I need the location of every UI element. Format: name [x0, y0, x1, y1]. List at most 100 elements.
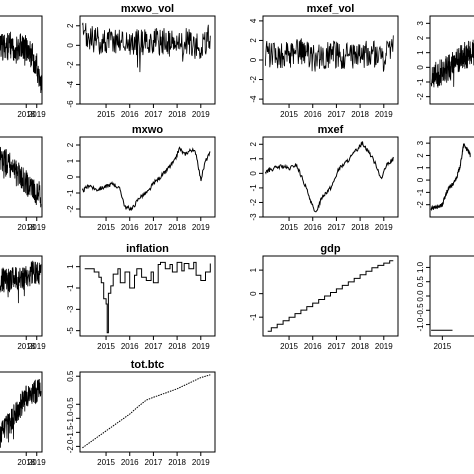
y-tick-label: 1: [249, 267, 258, 272]
y-tick-label: 0: [66, 174, 75, 179]
chart-title: gdp: [320, 243, 340, 255]
y-tick-label: 2: [249, 38, 258, 43]
x-tick-label: 2019: [28, 110, 46, 119]
y-tick-label: -2: [66, 61, 75, 69]
y-tick-label: 1: [66, 158, 75, 163]
y-tick-label: -4: [66, 80, 75, 88]
y-tick-label: 2: [249, 141, 258, 146]
y-tick-label: -1: [416, 188, 425, 196]
x-tick-label: 2017: [328, 223, 346, 232]
y-tick-label: 0.5: [416, 276, 425, 288]
x-tick-label: 2017: [145, 223, 163, 232]
y-tick-label: 0: [416, 65, 425, 70]
x-tick-label: 2018: [17, 110, 35, 119]
panel-c31: tot.btc 2015 2016 2017 2018 2019 0.5 -0.5-1.0-1…: [66, 359, 216, 467]
x-tick-label: 2015: [280, 223, 298, 232]
plot-frame: [262, 136, 399, 218]
x-tick-label: 2019: [192, 458, 210, 467]
series-line: [430, 143, 471, 212]
x-tick-label: 2016: [121, 223, 139, 232]
x-tick-label: 2017: [145, 110, 163, 119]
x-tick-label: 2019: [28, 223, 46, 232]
y-tick-label: 0.5: [66, 370, 75, 382]
panel-c12: mxef 2015 2016 2017 2018 2019 2 1 0 -1 -2 -3: [249, 124, 399, 232]
plot-frame: [0, 255, 43, 337]
x-tick-label: 2018: [17, 458, 35, 467]
x-tick-label: 2019: [28, 342, 46, 351]
panel-c21: inflation 2015 2016 2017 2018 2019 1 -1 -3 -5: [66, 243, 216, 351]
x-tick-label: 2016: [304, 110, 322, 119]
plot-frame: [79, 255, 216, 337]
x-tick-label: 2017: [145, 458, 163, 467]
chart-title: mxef_vol: [307, 3, 355, 15]
x-tick-label: 2018: [168, 342, 186, 351]
chart-title: inflation: [126, 243, 169, 255]
y-tick-label: -3: [66, 305, 75, 313]
x-tick-label: 2015: [97, 223, 115, 232]
panel-c01: mxwo_vol 2015 2016 2017 2018 2019 2 0 -2 -4 -6: [66, 3, 216, 119]
y-tick-label: 0: [249, 57, 258, 62]
x-tick-label: 2016: [304, 223, 322, 232]
x-tick-label: 2018: [351, 110, 369, 119]
series-line: [84, 261, 211, 334]
series-line: [0, 260, 42, 304]
x-tick-label: 2015: [97, 342, 115, 351]
x-tick-label: 2018: [351, 342, 369, 351]
series-line: [265, 35, 394, 72]
panel-c11: mxwo 2015 2016 2017 2018 2019 2 1 0 -1 -2: [66, 124, 216, 232]
x-tick-label: 2018: [168, 223, 186, 232]
plot-frame: [0, 371, 43, 453]
chart-title: mxef: [318, 124, 344, 136]
x-tick-label: 2019: [375, 110, 393, 119]
panel-c13: 3 2 1 0 -1 -2: [416, 136, 474, 218]
y-tick-label: -1: [66, 189, 75, 197]
y-tick-label: 0: [249, 291, 258, 296]
series-line: [0, 378, 42, 448]
x-tick-label: 2019: [375, 342, 393, 351]
y-tick-label: 3: [416, 21, 425, 26]
x-tick-label: 2015: [280, 110, 298, 119]
x-tick-label: 2015: [97, 458, 115, 467]
x-tick-label: 2015: [280, 342, 298, 351]
y-tick-label: -3: [249, 213, 258, 221]
y-tick-label: -1: [249, 313, 258, 321]
x-tick-label: 2019: [192, 223, 210, 232]
panel-c22: gdp 2015 2016 2017 2018 2019 1 0 -1: [249, 243, 399, 351]
y-tick-label: -2: [66, 205, 75, 213]
y-tick-label: -2: [416, 93, 425, 101]
y-tick-label: -4: [249, 95, 258, 103]
series-line: [82, 22, 211, 73]
x-tick-label: 2017: [145, 342, 163, 351]
series-line: [0, 146, 42, 208]
y-tick-label: 4: [249, 18, 258, 23]
series-line: [264, 141, 394, 213]
series-line: [0, 31, 42, 94]
y-tick-label: -2: [249, 75, 258, 83]
y-tick-label: 0: [66, 43, 75, 48]
y-tick-label: 2: [66, 142, 75, 147]
x-tick-label: 2016: [121, 342, 139, 351]
y-tick-label: -1: [66, 284, 75, 292]
y-tick-label: 1.0: [416, 261, 425, 273]
panel-c03: 3 2 1 0 -1 -2: [416, 15, 474, 105]
plot-frame: [429, 136, 474, 218]
x-tick-label: 2016: [121, 110, 139, 119]
plot-frame: [262, 255, 399, 337]
y-tick-label: -1.0: [66, 411, 75, 425]
y-tick-label: -2: [249, 198, 258, 206]
series-line: [81, 146, 211, 211]
x-tick-label: 2018: [168, 110, 186, 119]
panel-c23: 2015 1.0 0.5 0.0-0.5-1.0: [416, 255, 474, 351]
x-tick-label: 2019: [192, 342, 210, 351]
y-tick-label: 2: [416, 153, 425, 158]
y-tick-label: 2: [66, 23, 75, 28]
y-tick-label: 2: [416, 35, 425, 40]
plot-frame: [429, 15, 474, 105]
y-tick-label: 1: [66, 264, 75, 269]
chart-title: mxwo: [132, 124, 163, 136]
y-tick-label: 0: [416, 177, 425, 182]
